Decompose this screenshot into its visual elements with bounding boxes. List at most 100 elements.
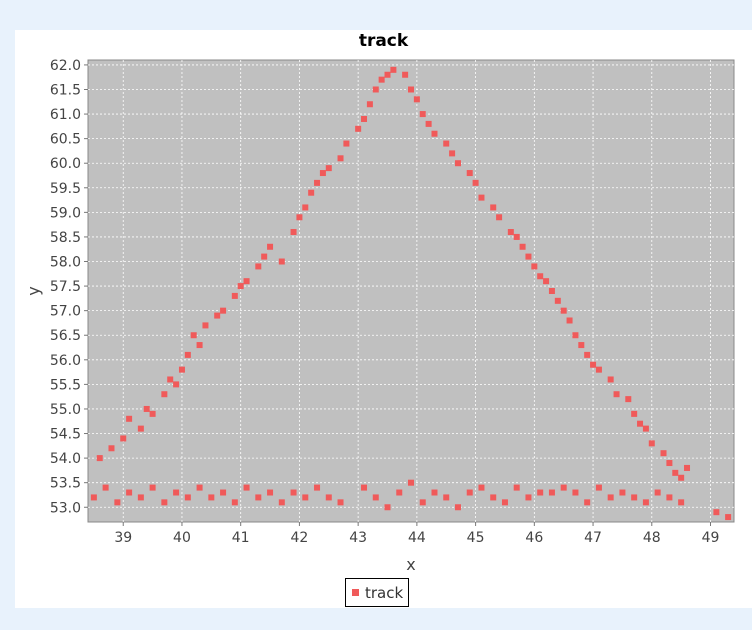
data-point — [361, 484, 368, 491]
data-point — [396, 489, 403, 496]
data-point — [554, 297, 561, 304]
y-tick-label: 55.0 — [50, 402, 81, 418]
data-point — [466, 489, 473, 496]
data-point — [648, 440, 655, 447]
data-point — [466, 170, 473, 177]
data-point — [408, 479, 414, 486]
data-point — [478, 194, 485, 201]
scatter-chart: 39 40 41 42 43 44 45 46 47 48 49 53.053.554.054.55… — [24, 58, 735, 574]
data-point — [537, 489, 544, 496]
data-point — [308, 189, 315, 196]
data-point — [566, 317, 573, 324]
data-point — [637, 420, 644, 427]
data-point — [214, 312, 221, 319]
x-tick-label: 47 — [584, 530, 602, 546]
data-point — [343, 140, 350, 147]
legend-swatch — [352, 589, 359, 596]
data-point — [325, 165, 332, 172]
data-point — [302, 494, 309, 501]
data-point — [231, 292, 238, 299]
y-tick-label: 53.0 — [50, 500, 81, 516]
data-point — [672, 469, 679, 476]
data-point — [390, 66, 397, 73]
data-point — [355, 125, 362, 132]
data-point — [337, 499, 344, 506]
x-tick-label: 44 — [408, 530, 426, 546]
y-tick-label: 56.0 — [50, 353, 81, 369]
data-point — [490, 494, 497, 501]
data-point — [408, 86, 414, 93]
data-point — [419, 499, 426, 506]
y-axis-label: y — [24, 286, 43, 295]
data-point — [243, 278, 250, 285]
data-point — [531, 263, 538, 270]
data-point — [114, 499, 121, 506]
y-tick-label: 57.5 — [50, 279, 81, 295]
data-point — [431, 130, 438, 137]
data-point — [590, 361, 597, 368]
y-tick-label: 57.0 — [50, 304, 81, 320]
x-axis-ticks: 39 40 41 42 43 44 45 46 47 48 49 — [114, 522, 719, 546]
data-point — [478, 484, 485, 491]
data-point — [519, 243, 526, 250]
data-point — [319, 170, 326, 177]
data-point — [372, 86, 379, 93]
data-point — [660, 450, 667, 457]
data-point — [290, 229, 297, 236]
data-point — [548, 489, 555, 496]
data-point — [560, 307, 567, 314]
data-point — [196, 484, 203, 491]
x-tick-label: 39 — [114, 530, 132, 546]
data-point — [196, 342, 203, 349]
x-tick-label: 43 — [349, 530, 367, 546]
data-point — [560, 484, 567, 491]
data-point — [449, 150, 456, 157]
legend: track — [345, 578, 410, 607]
data-point — [402, 71, 409, 78]
data-point — [642, 499, 649, 506]
y-tick-label: 61.5 — [50, 82, 81, 98]
data-point — [490, 204, 497, 211]
data-point — [443, 140, 450, 147]
data-point — [584, 351, 591, 358]
data-point — [208, 494, 215, 501]
data-point — [126, 415, 133, 422]
y-tick-label: 61.0 — [50, 107, 81, 123]
data-point — [290, 489, 297, 496]
data-point — [173, 381, 180, 388]
y-tick-label: 58.0 — [50, 255, 81, 271]
y-tick-label: 62.0 — [50, 58, 81, 74]
y-tick-label: 55.5 — [50, 377, 81, 393]
data-point — [595, 366, 602, 373]
y-tick-label: 58.5 — [50, 230, 81, 246]
x-tick-label: 42 — [291, 530, 309, 546]
data-point — [384, 71, 391, 78]
x-tick-label: 41 — [232, 530, 250, 546]
data-point — [713, 509, 720, 516]
data-point — [231, 499, 238, 506]
y-tick-label: 56.5 — [50, 328, 81, 344]
data-point — [419, 111, 426, 118]
data-point — [296, 214, 303, 221]
data-point — [237, 283, 244, 290]
plot-area — [87, 59, 735, 523]
x-tick-label: 46 — [525, 530, 543, 546]
data-point — [278, 499, 285, 506]
data-point — [184, 351, 191, 358]
x-axis-label: x — [406, 555, 415, 574]
data-point — [167, 376, 174, 383]
data-point — [149, 484, 156, 491]
data-point — [543, 278, 550, 285]
y-tick-label: 60.5 — [50, 132, 81, 148]
data-point — [666, 460, 673, 467]
data-point — [472, 179, 479, 186]
data-point — [190, 332, 197, 339]
data-point — [725, 514, 732, 521]
data-point — [267, 243, 274, 250]
data-point — [572, 332, 579, 339]
data-point — [572, 489, 579, 496]
data-point — [625, 396, 632, 403]
data-point — [90, 494, 97, 501]
data-point — [678, 499, 685, 506]
data-point — [678, 474, 685, 481]
